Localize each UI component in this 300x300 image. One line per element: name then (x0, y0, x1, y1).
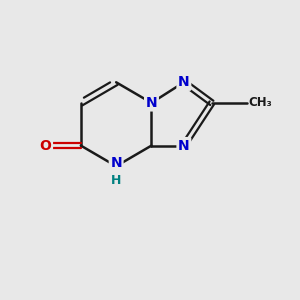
Text: N: N (110, 156, 122, 170)
Text: N: N (178, 75, 190, 89)
Text: N: N (178, 139, 190, 153)
Text: CH₃: CH₃ (249, 96, 272, 110)
Text: H: H (111, 174, 121, 187)
Text: N: N (146, 96, 157, 110)
Text: O: O (40, 139, 51, 153)
